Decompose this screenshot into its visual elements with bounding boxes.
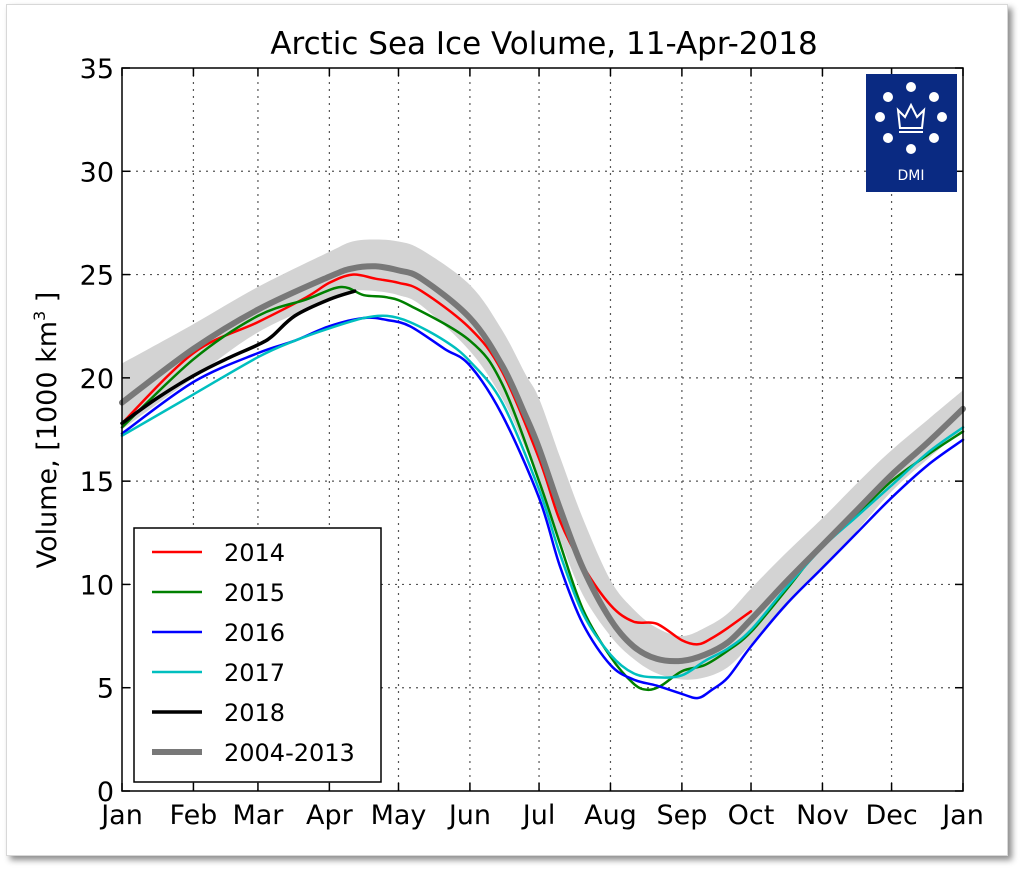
y-tick-label: 5	[97, 674, 114, 705]
x-tick-label: Apr	[306, 800, 354, 831]
series-line-2018	[120, 289, 357, 426]
logo-crown-ring-icon	[875, 82, 947, 154]
y-tick-label: 35	[80, 54, 114, 85]
y-axis-label-superscript: 3	[30, 311, 49, 321]
series-layer	[119, 263, 966, 700]
x-tick-label: Nov	[796, 800, 849, 831]
x-tick-label: Jul	[521, 800, 556, 831]
x-tick-label: Aug	[584, 800, 637, 831]
legend-items: 2014 2015 2016 2017 2018 2004-2013	[152, 539, 355, 767]
legend-label-2004-2013: 2004-2013	[224, 739, 355, 767]
legend-label-2015: 2015	[224, 579, 285, 607]
y-tick-label: 25	[80, 261, 114, 292]
x-tick-label: Jan	[99, 800, 143, 831]
plot-border	[121, 67, 964, 792]
x-tick-label: Sep	[656, 800, 707, 831]
legend: 2014 2015 2016 2017 2018 2004-2013	[133, 527, 382, 783]
y-axis-label-end: ]	[32, 292, 63, 311]
x-tick-label: Dec	[865, 800, 917, 831]
series-line-2004-2013	[119, 263, 966, 665]
y-tick-label: 10	[80, 570, 114, 601]
x-tick-label: Mar	[232, 800, 284, 831]
legend-label-2016: 2016	[224, 619, 285, 647]
x-tick-label: Feb	[170, 800, 218, 831]
y-axis-label-main: Volume, [1000 km	[32, 321, 63, 568]
logo-text: DMI	[898, 168, 925, 184]
y-tick-label: 30	[80, 157, 114, 188]
legend-label-2018: 2018	[224, 699, 285, 727]
y-axis-label: Volume, [1000 km3 ]	[30, 292, 63, 569]
x-tick-label: Oct	[728, 800, 775, 831]
axis-ticks: Jan Feb Mar Apr May Jun Jul Aug Sep Oct Nov Dec Jan0…	[80, 54, 984, 831]
y-tick-label: 15	[80, 467, 114, 498]
x-tick-label: Jan	[940, 800, 984, 831]
y-tick-label: 20	[80, 364, 114, 395]
x-tick-label: May	[371, 800, 427, 831]
legend-box	[133, 527, 382, 783]
legend-label-2014: 2014	[224, 539, 285, 567]
series-line-2016	[120, 316, 965, 700]
dmi-logo: DMI	[866, 74, 957, 192]
legend-label-2017: 2017	[224, 659, 285, 687]
y-tick-label: 0	[97, 777, 114, 808]
x-tick-label: Jun	[447, 800, 491, 831]
chart-title: Arctic Sea Ice Volume, 11-Apr-2018	[270, 26, 817, 62]
